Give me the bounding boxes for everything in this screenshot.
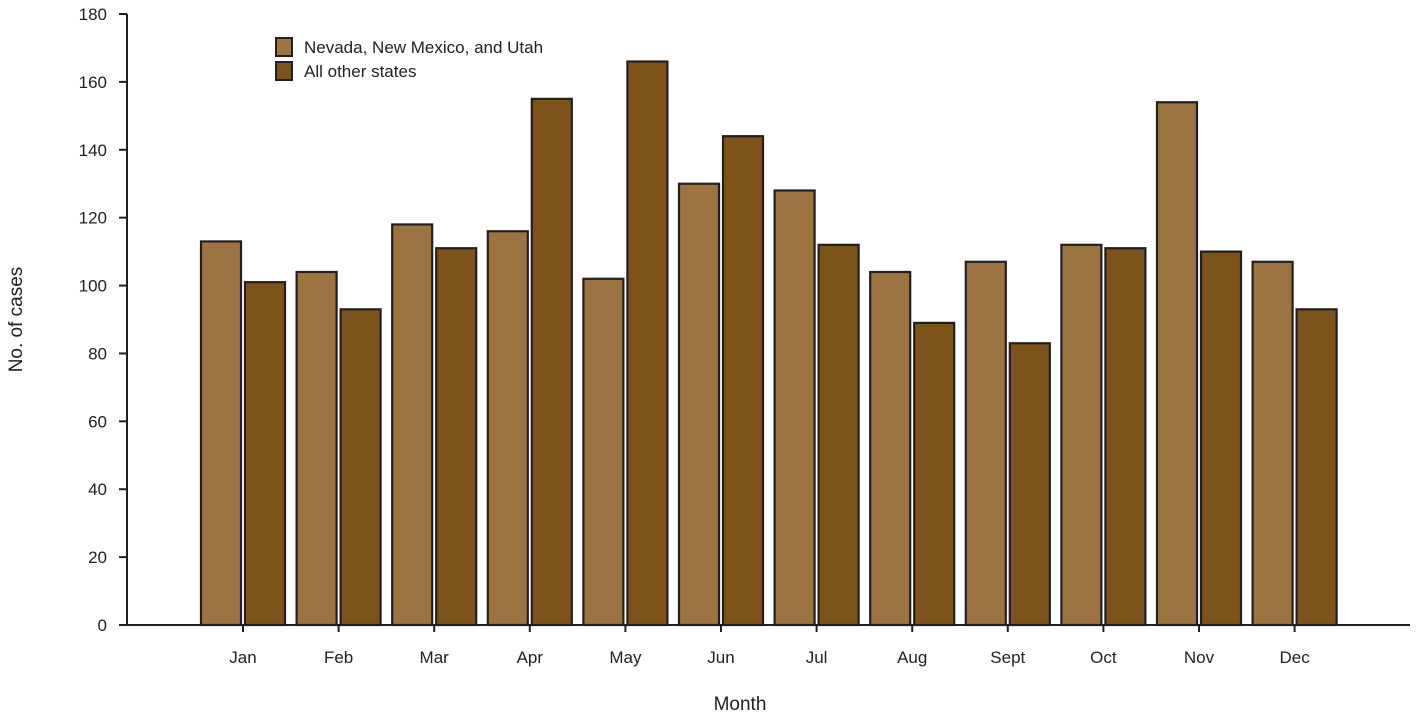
bar-all-other-states-mar [435, 247, 478, 627]
x-tick-label: Sept [990, 648, 1025, 667]
x-tick-label: Jul [806, 648, 828, 667]
bar-nevada-new-mexico-utah-jun [677, 182, 721, 627]
bar-nevada-new-mexico-utah-oct [1060, 243, 1103, 627]
x-tick-label: Mar [420, 648, 450, 667]
bar-all-other-states-may [626, 60, 669, 627]
axes-layer [126, 14, 1410, 626]
y-tick-label: 0 [98, 616, 107, 635]
bar-all-other-states-oct [1104, 247, 1147, 627]
bar-nevada-new-mexico-utah-jan [199, 240, 243, 627]
bar-nevada-new-mexico-utah-feb [295, 270, 338, 627]
y-tick-label: 80 [88, 344, 107, 363]
legend-label: All other states [304, 62, 416, 81]
legend: Nevada, New Mexico, and Utah All other st… [275, 37, 543, 81]
bar-nevada-new-mexico-utah-aug [869, 270, 912, 627]
bar-nevada-new-mexico-utah-sept [964, 260, 1007, 627]
x-tick-label: Nov [1184, 648, 1215, 667]
x-tick-label: Feb [324, 648, 353, 667]
y-ticks: 0 20 40 60 80 100 120 140 160 180 [79, 5, 127, 635]
bar-all-other-states-jun [721, 135, 765, 627]
x-tick-label: Dec [1279, 648, 1310, 667]
x-tick-label: Jan [229, 648, 256, 667]
bar-nevada-new-mexico-utah-mar [391, 223, 434, 627]
y-tick-label: 20 [88, 548, 107, 567]
legend-swatch [275, 37, 293, 57]
y-tick-label: 100 [79, 277, 107, 296]
x-ticks: Jan Feb Mar Apr May Jun Jul Aug Sept Oct Nov Dec [229, 625, 1310, 667]
x-tick-label: May [609, 648, 642, 667]
bar-all-other-states-feb [339, 308, 382, 627]
legend-label: Nevada, New Mexico, and Utah [304, 38, 543, 57]
y-tick-label: 40 [88, 480, 107, 499]
y-tick-label: 60 [88, 412, 107, 431]
bars-layer [199, 60, 1338, 627]
bar-all-other-states-sept [1008, 342, 1051, 627]
bar-all-other-states-aug [913, 321, 956, 627]
bar-nevada-new-mexico-utah-dec [1251, 260, 1294, 627]
y-tick-label: 180 [79, 5, 107, 24]
x-tick-label: Aug [897, 648, 927, 667]
y-axis-title: No. of cases [6, 267, 27, 373]
bar-nevada-new-mexico-utah-apr [486, 230, 529, 627]
y-tick-label: 140 [79, 141, 107, 160]
bar-all-other-states-nov [1199, 250, 1243, 627]
bar-nevada-new-mexico-utah-jul [773, 189, 816, 627]
bar-nevada-new-mexico-utah-may [582, 277, 625, 627]
bar-all-other-states-jul [817, 243, 860, 627]
bar-all-other-states-dec [1295, 308, 1338, 627]
y-tick-label: 120 [79, 209, 107, 228]
bar-all-other-states-apr [530, 97, 573, 627]
y-tick-label: 160 [79, 73, 107, 92]
x-axis-title: Month [714, 694, 767, 715]
legend-swatch [275, 61, 293, 81]
x-tick-label: Oct [1090, 648, 1117, 667]
bar-nevada-new-mexico-utah-nov [1155, 101, 1199, 627]
x-tick-label: Apr [517, 648, 544, 667]
bar-all-other-states-jan [243, 281, 287, 627]
x-tick-label: Jun [707, 648, 734, 667]
